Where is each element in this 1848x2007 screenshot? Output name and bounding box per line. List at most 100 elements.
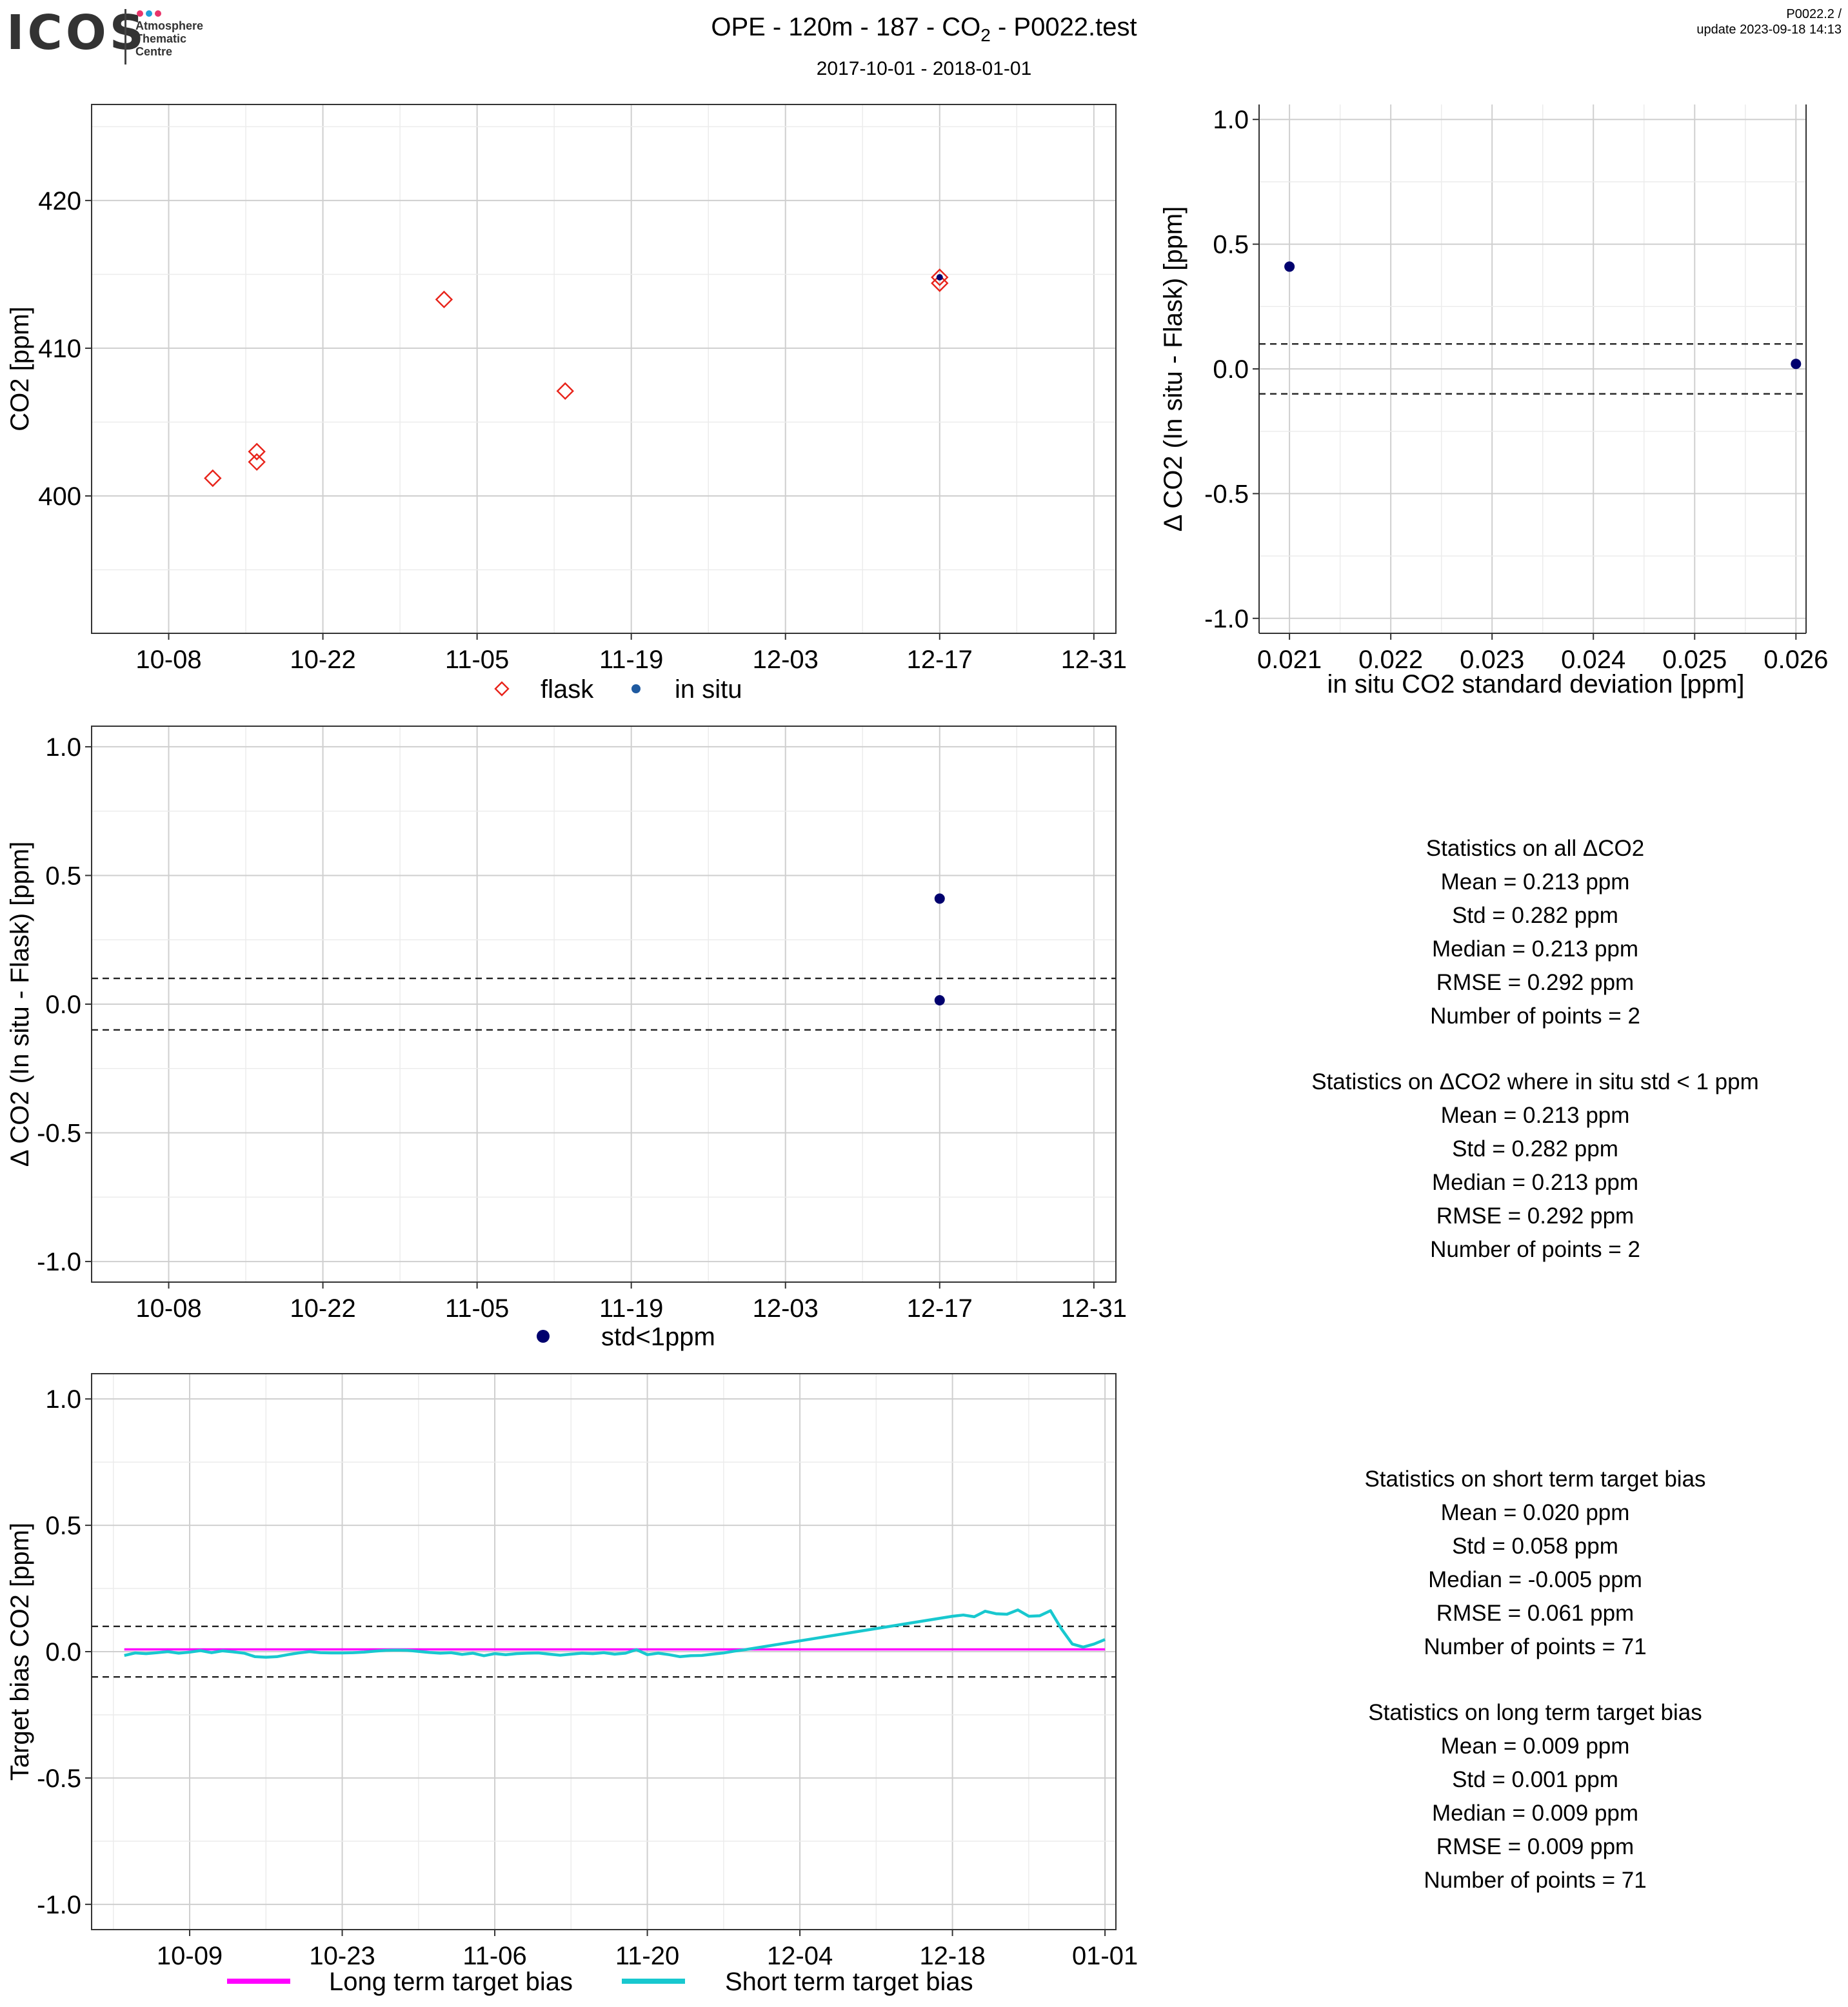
stats-line: Number of points = 71	[1424, 1634, 1647, 1659]
x-tick-label: 11-19	[599, 646, 663, 674]
y-tick-label: -0.5	[1204, 480, 1249, 508]
y-tick-label: 400	[38, 482, 81, 511]
x-tick-label: 12-17	[907, 1294, 973, 1323]
y-tick-label: 410	[38, 335, 81, 363]
y-tick-label: 1.0	[1213, 106, 1249, 134]
legend-label: Long term target bias	[329, 1968, 573, 1996]
stats-title: Statistics on short term target bias	[1364, 1467, 1706, 1492]
y-tick-label: -1.0	[37, 1248, 81, 1276]
flask-point	[931, 268, 949, 286]
flask-point	[204, 469, 222, 488]
delta-point	[934, 995, 945, 1006]
legend-std-marker	[537, 1330, 550, 1343]
x-tick-label: 10-09	[157, 1942, 223, 1970]
x-tick-label: 10-22	[290, 646, 355, 674]
insitu-point	[936, 273, 943, 281]
stats-title: Statistics on all ΔCO2	[1426, 836, 1645, 861]
y-tick-label: 0.5	[45, 862, 81, 890]
y-tick-label: 0.5	[1213, 231, 1249, 259]
x-tick-label: 0.026	[1764, 646, 1828, 674]
stats-line: Mean = 0.213 ppm	[1440, 1103, 1630, 1128]
stats-line: Std = 0.058 ppm	[1452, 1534, 1618, 1559]
y-tick-label: 0.0	[45, 1638, 81, 1666]
logo-divider	[124, 9, 126, 64]
stats-title: Statistics on ΔCO2 where in situ std < 1…	[1311, 1069, 1759, 1094]
x-tick-label: 12-03	[753, 646, 819, 674]
plot-frame	[91, 104, 1117, 634]
update-line: update 2023-09-18 14:13	[1696, 23, 1842, 37]
delta-vs-std-chart: 1.0 0.5 0.0 -0.5 -1.0 0.021 0.022 0.023 0.024 0.0…	[1159, 104, 1828, 698]
flask-point	[931, 274, 949, 292]
title-suffix: - P0022.test	[990, 13, 1137, 41]
x-tick-label: 12-17	[907, 646, 973, 674]
stats-line: RMSE = 0.061 ppm	[1436, 1601, 1634, 1626]
x-tick-label: 10-22	[290, 1294, 355, 1323]
y-axis-label: Δ CO2 (In situ - Flask) [ppm]	[1159, 206, 1187, 532]
stats-line: RMSE = 0.292 ppm	[1436, 970, 1634, 995]
co2-timeseries-chart: 400 410 420 10-08 10-22 11-05 11-19 12-03 12-17 1…	[6, 104, 1127, 704]
x-tick-label: 11-05	[445, 1294, 509, 1323]
x-tick-label: 10-08	[135, 1294, 201, 1323]
stats-line: Std = 0.001 ppm	[1452, 1767, 1618, 1792]
legend-label: Short term target bias	[725, 1968, 973, 1996]
x-tick-label: 0.024	[1561, 646, 1625, 674]
x-tick-label: 12-03	[753, 1294, 819, 1323]
x-tick-label: 12-31	[1061, 1294, 1127, 1323]
stats-line: Number of points = 2	[1430, 1237, 1640, 1262]
delta-timeseries-chart: 1.0 0.5 0.0 -0.5 -1.0 10-08 10-22 11-05 11-19 12-…	[6, 726, 1127, 1351]
x-tick-label: 12-31	[1061, 646, 1127, 674]
y-tick-label: -0.5	[37, 1765, 81, 1793]
delta-point	[1284, 261, 1295, 272]
x-tick-label: 12-04	[767, 1942, 833, 1970]
y-tick-label: 1.0	[45, 1385, 81, 1414]
x-tick-label: 12-18	[919, 1942, 985, 1970]
title-subscript: 2	[980, 25, 991, 45]
y-tick-label: -1.0	[37, 1891, 81, 1919]
date-range: 2017-10-01 - 2018-01-01	[816, 58, 1032, 79]
x-tick-label: 10-23	[309, 1942, 375, 1970]
target-bias-chart: 1.0 0.5 0.0 -0.5 -1.0 10-09 10-23 11-06 11-20 12-…	[6, 1373, 1138, 1996]
legend-label: std<1ppm	[601, 1323, 715, 1351]
x-tick-label: 11-05	[445, 646, 509, 674]
stats-line: Median = 0.213 ppm	[1431, 1170, 1639, 1195]
stats-line: Median = 0.213 ppm	[1431, 936, 1639, 962]
logo-dot-icon	[146, 10, 152, 17]
legend-insitu-marker	[631, 684, 641, 693]
page-title: OPE - 120m - 187 - CO2 - P0022.test	[0, 13, 1848, 46]
flask-point	[248, 453, 266, 471]
y-tick-label: 0.0	[1213, 355, 1249, 384]
title-prefix: OPE - 120m - 187 - CO	[711, 13, 981, 41]
flask-point	[435, 290, 453, 309]
x-tick-label: 0.021	[1257, 646, 1322, 674]
x-axis-label: in situ CO2 standard deviation [ppm]	[1327, 670, 1744, 698]
stats-line: Number of points = 71	[1424, 1868, 1647, 1893]
y-tick-label: 420	[38, 187, 81, 215]
legend-label: in situ	[675, 675, 742, 704]
y-axis-label: Δ CO2 (In situ - Flask) [ppm]	[6, 842, 34, 1167]
x-tick-label: 11-19	[599, 1294, 663, 1323]
version-line: P0022.2 /	[1786, 7, 1842, 21]
stats-line: Median = -0.005 ppm	[1428, 1567, 1642, 1592]
delta-stats-panel: Statistics on all ΔCO2 Mean = 0.213 ppm …	[1277, 832, 1793, 1267]
flask-point	[494, 681, 510, 697]
stats-line: RMSE = 0.292 ppm	[1436, 1203, 1634, 1229]
icos-logo-text: ICOS	[6, 5, 148, 61]
x-tick-label: 11-20	[615, 1942, 679, 1970]
stats-line: Mean = 0.009 ppm	[1440, 1734, 1630, 1759]
logo-subtitle: Atmosphere Thematic Centre	[135, 19, 204, 58]
y-tick-label: 0.5	[45, 1512, 81, 1540]
short-term-bias-line	[124, 1608, 1106, 1659]
y-axis-label: CO2 [ppm]	[6, 306, 34, 431]
stats-line: Median = 0.009 ppm	[1431, 1801, 1639, 1826]
y-tick-label: -1.0	[1204, 605, 1249, 633]
x-tick-label: 01-01	[1072, 1942, 1138, 1970]
version-info: P0022.2 / update 2023-09-18 14:13	[1696, 6, 1842, 37]
y-tick-label: -0.5	[37, 1120, 81, 1148]
x-tick-label: 0.023	[1460, 646, 1524, 674]
flask-point	[556, 382, 574, 400]
stats-line: Std = 0.282 ppm	[1452, 903, 1618, 928]
flask-point	[248, 442, 266, 460]
stats-line: Mean = 0.020 ppm	[1440, 1500, 1630, 1525]
stats-line: RMSE = 0.009 ppm	[1436, 1834, 1634, 1859]
